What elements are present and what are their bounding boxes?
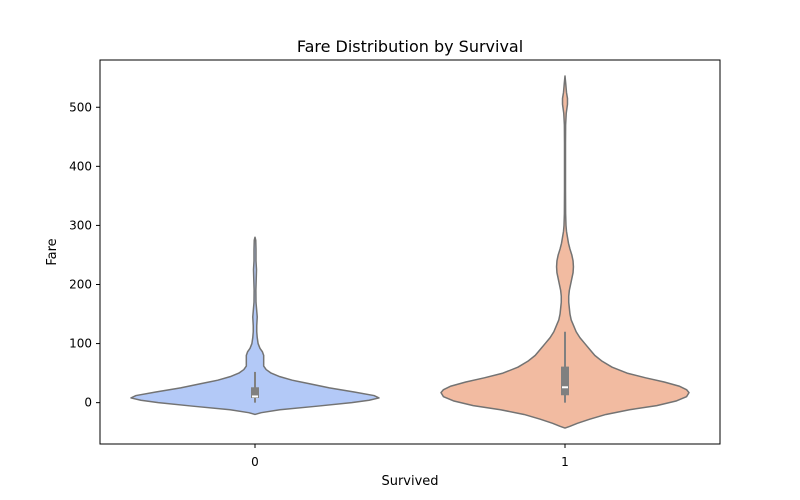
- chart-title: Fare Distribution by Survival: [297, 37, 523, 56]
- x-tick-label: 1: [561, 455, 569, 469]
- y-tick-label: 400: [69, 159, 92, 173]
- y-tick-label: 0: [84, 396, 92, 410]
- y-tick-label: 500: [69, 100, 92, 114]
- inner-box-layer: [251, 331, 569, 403]
- violin-0: [130, 236, 380, 416]
- x-tick-label: 0: [251, 455, 259, 469]
- y-tick-label: 300: [69, 218, 92, 232]
- y-tick-label: 100: [69, 337, 92, 351]
- violins-layer: [130, 75, 690, 429]
- y-axis-label: Fare: [45, 238, 60, 265]
- x-axis-label: Survived: [381, 474, 438, 489]
- violin-1: [440, 75, 690, 429]
- plot-frame: [99, 59, 721, 445]
- iqr-box-0: [251, 387, 259, 398]
- iqr-box-1: [561, 366, 569, 396]
- y-tick-label: 200: [69, 277, 92, 291]
- y-axis: 0 100 200 300 400 500: [69, 100, 100, 410]
